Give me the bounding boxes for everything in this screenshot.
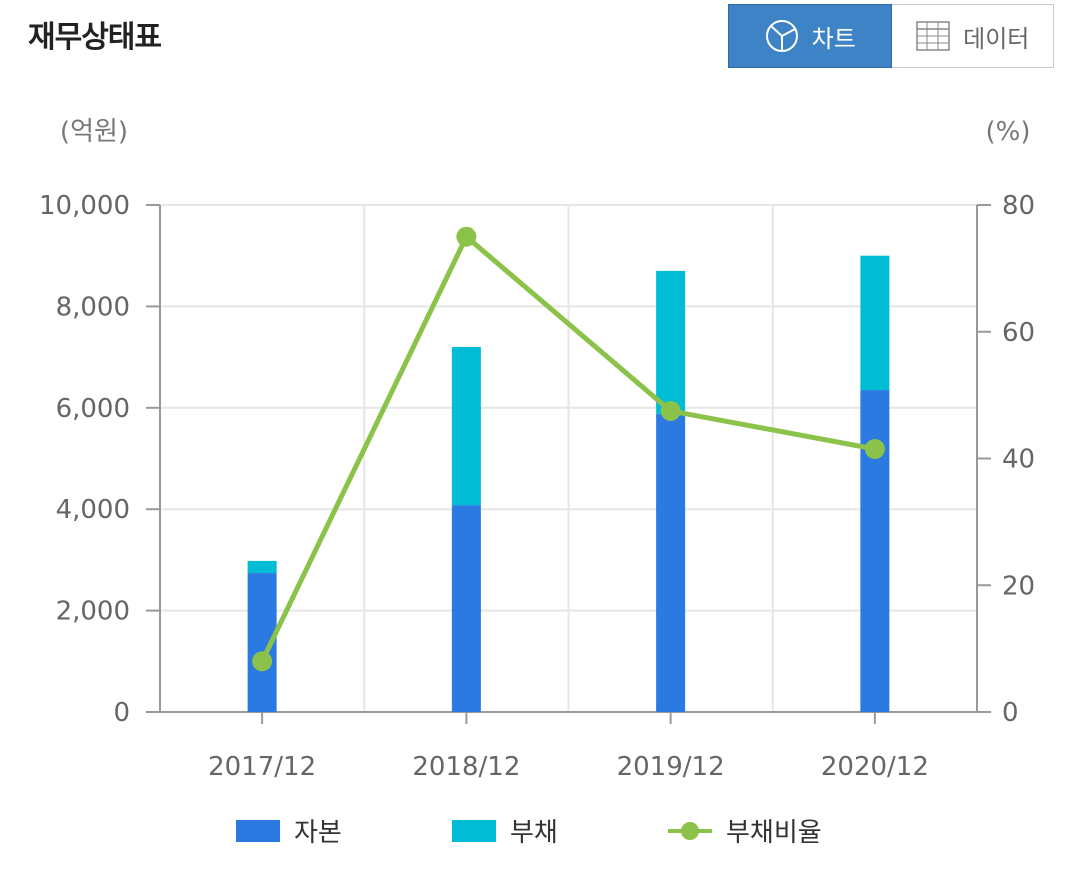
chart-tab-button[interactable]: 차트 <box>728 4 892 68</box>
chart-legend: 자본 부채 부채비율 <box>0 812 1080 862</box>
legend-label-liabilities: 부채 <box>510 818 558 848</box>
y-left-unit-label: (억원) <box>60 117 128 147</box>
view-toggle: 차트 데이터 <box>728 4 1054 68</box>
x-tick-label: 2018/12 <box>412 752 520 782</box>
legend-label-equity: 자본 <box>294 818 342 848</box>
debt-ratio-line <box>259 234 876 663</box>
bar-liabilities <box>451 346 481 506</box>
page-title: 재무상태표 <box>28 20 162 55</box>
legend-item-debt-ratio[interactable]: 부채비율 <box>668 812 822 849</box>
legend-item-equity[interactable]: 자본 <box>236 812 342 849</box>
data-tab-label: 데이터 <box>963 24 1030 53</box>
y-left-tick-label: 4,000 <box>56 495 130 525</box>
y-left-tick-label: 10,000 <box>39 191 130 221</box>
debt-ratio-point <box>456 226 477 247</box>
x-tick-label: 2017/12 <box>208 752 316 782</box>
y-right-unit-label: (%) <box>986 117 1031 147</box>
debt-ratio-point <box>252 651 273 672</box>
debt-ratio-point <box>660 400 681 421</box>
legend-swatch-debt-ratio <box>668 820 712 842</box>
y-left-tick-label: 0 <box>113 698 130 728</box>
y-left-tick-label: 2,000 <box>56 597 130 627</box>
pie-chart-icon <box>765 20 798 52</box>
legend-swatch-equity <box>236 819 280 842</box>
bar-liabilities <box>860 255 890 391</box>
bar-equity <box>451 505 481 712</box>
x-tick-label: 2019/12 <box>617 752 725 782</box>
legend-label-debt-ratio: 부채비율 <box>726 818 822 848</box>
y-left-tick-label: 8,000 <box>56 292 130 322</box>
legend-item-liabilities[interactable]: 부채 <box>452 812 558 849</box>
y-right-tick-label: 40 <box>1002 445 1035 475</box>
bar-equity <box>656 413 686 712</box>
data-tab-button[interactable]: 데이터 <box>891 5 1053 67</box>
bar-equity <box>860 390 890 712</box>
y-left-tick-label: 6,000 <box>56 394 130 424</box>
y-right-tick-label: 20 <box>1002 571 1035 601</box>
y-right-tick-label: 60 <box>1002 318 1035 348</box>
y-right-tick-label: 80 <box>1002 191 1035 221</box>
financial-chart: 0 2,000 4,000 6,000 8,000 10,000 0 20 40 60 80 (억원)… <box>39 117 1035 782</box>
bar-liabilities <box>247 560 277 574</box>
x-tick-label: 2020/12 <box>821 752 929 782</box>
y-right-tick-label: 0 <box>1002 698 1019 728</box>
debt-ratio-point <box>864 438 885 459</box>
legend-swatch-liabilities <box>452 819 496 842</box>
table-grid-icon <box>916 21 950 51</box>
chart-tab-label: 차트 <box>811 24 856 53</box>
bar-liabilities <box>656 270 686 414</box>
